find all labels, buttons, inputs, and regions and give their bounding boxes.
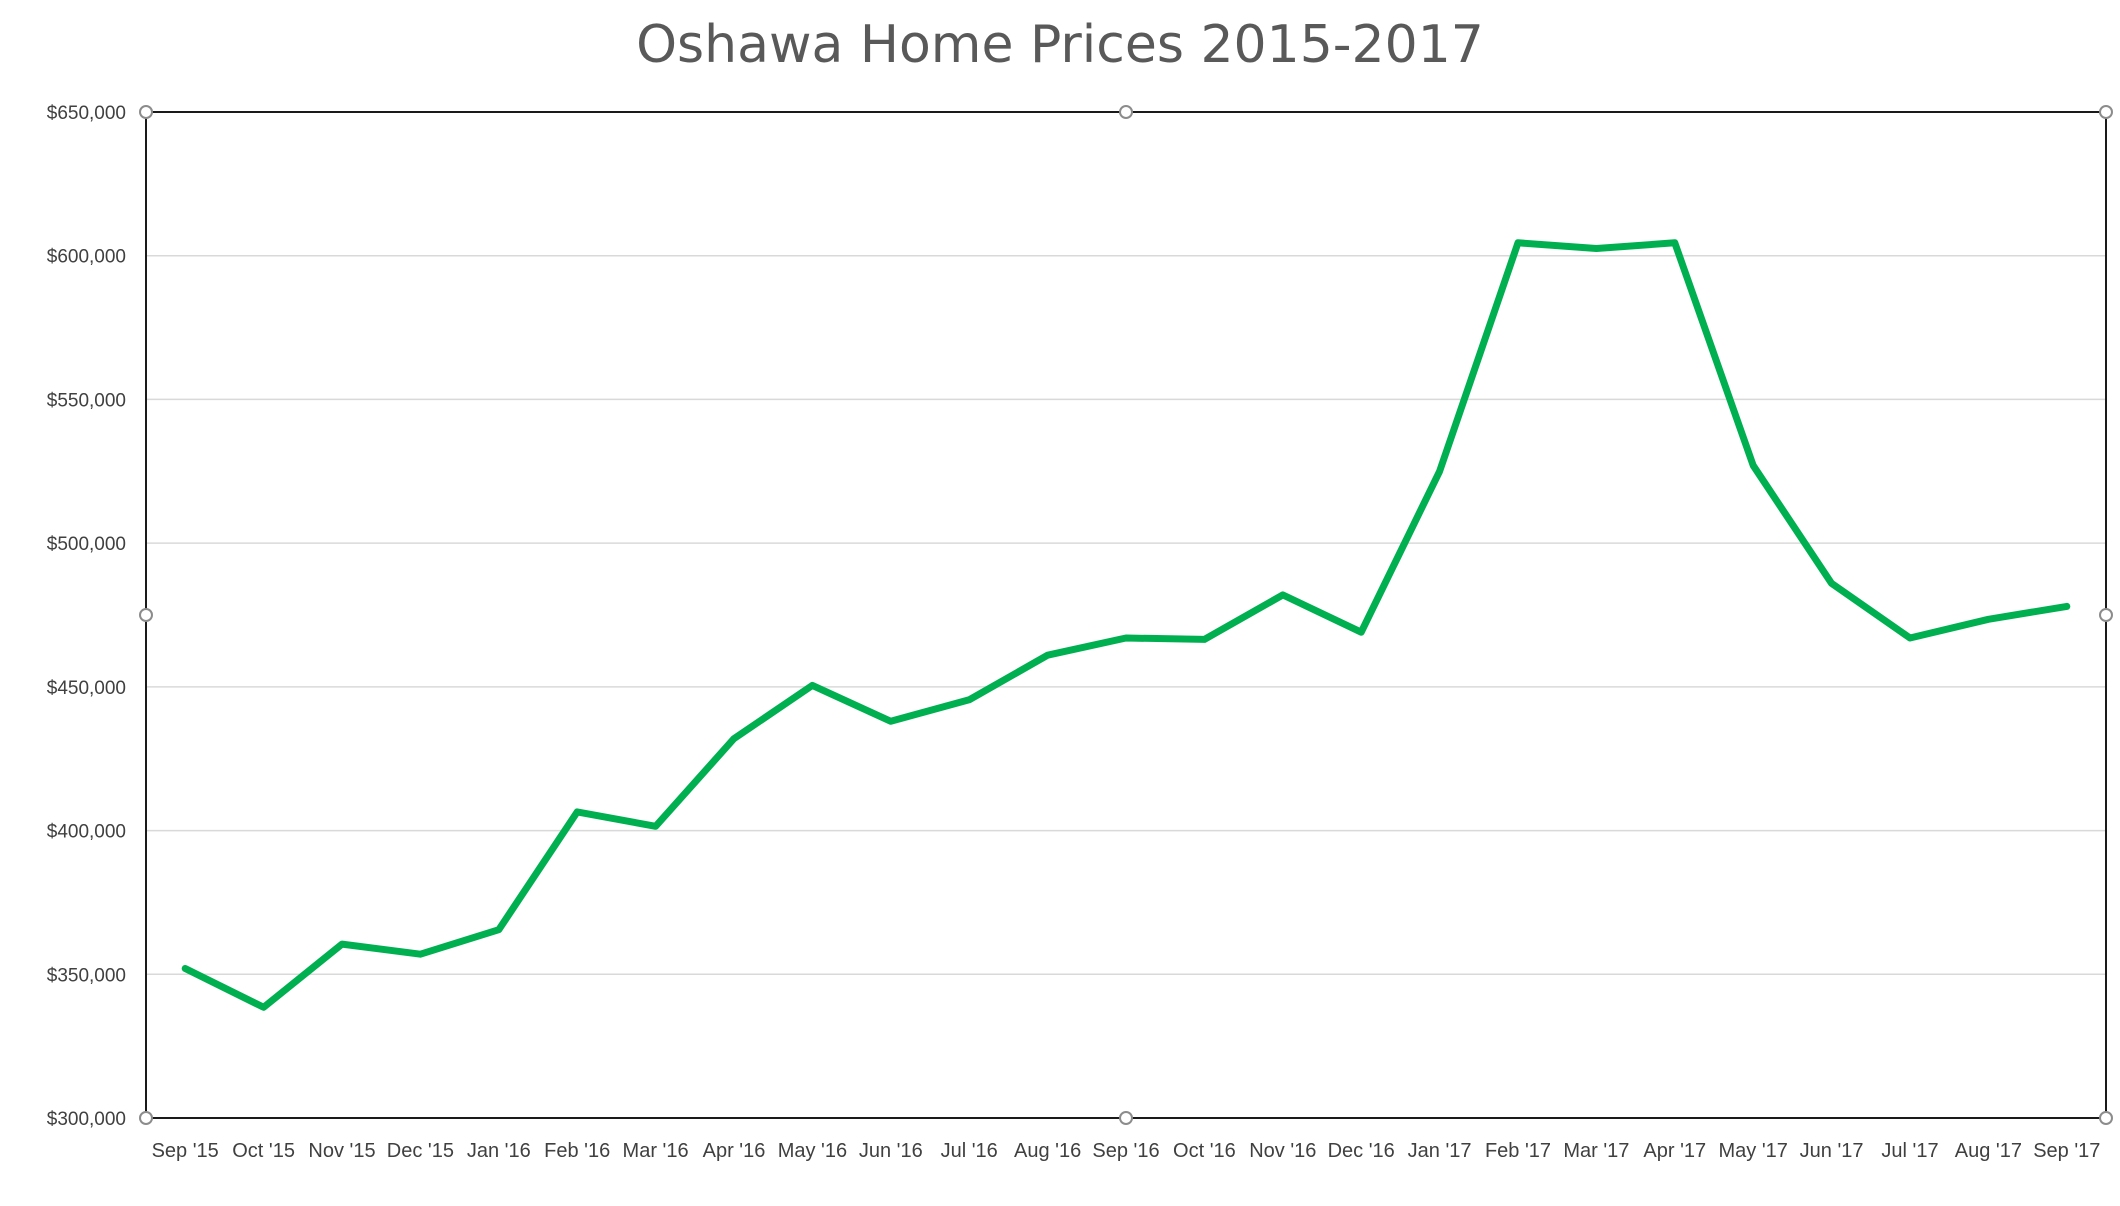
resize-handle[interactable] — [2099, 608, 2113, 622]
resize-handle[interactable] — [139, 1111, 153, 1125]
x-axis-tick-labels: Sep '15 Oct '15 Nov '15 Dec '15 Jan '16 Feb '… — [152, 1140, 2101, 1162]
x-tick-label: Oct '15 — [232, 1140, 295, 1162]
y-tick-label: $500,000 — [47, 534, 126, 555]
x-tick-label: Nov '16 — [1249, 1140, 1316, 1162]
x-tick-label: Oct '16 — [1173, 1140, 1236, 1162]
x-tick-label: Apr '17 — [1643, 1140, 1706, 1162]
x-tick-label: Apr '16 — [703, 1140, 766, 1162]
x-tick-label: Jan '16 — [467, 1140, 531, 1162]
x-tick-label: Sep '15 — [152, 1140, 219, 1162]
x-tick-label: Mar '16 — [623, 1140, 689, 1162]
resize-handle[interactable] — [139, 608, 153, 622]
y-tick-label: $300,000 — [47, 1109, 126, 1130]
x-tick-label: Jun '17 — [1800, 1140, 1864, 1162]
x-tick-label: Feb '17 — [1485, 1140, 1551, 1162]
x-tick-label: May '16 — [778, 1140, 847, 1162]
chart-title: Oshawa Home Prices 2015-2017 — [636, 15, 1484, 75]
resize-handle[interactable] — [1119, 1111, 1133, 1125]
x-tick-label: Nov '15 — [308, 1140, 375, 1162]
series-layer — [181, 239, 2071, 1011]
resize-handle[interactable] — [2099, 1111, 2113, 1125]
y-tick-label: $600,000 — [47, 247, 126, 268]
gridlines — [146, 111, 2106, 1119]
x-tick-label: Feb '16 — [544, 1140, 610, 1162]
x-tick-label: Jul '16 — [941, 1140, 998, 1162]
x-tick-label: Jun '16 — [859, 1140, 923, 1162]
y-axis-tick-labels: $300,000 $350,000 $400,000 $450,000 $500,000… — [47, 103, 126, 1130]
x-tick-label: Jul '17 — [1881, 1140, 1938, 1162]
plot-area-frame — [145, 111, 2107, 1119]
y-tick-label: $350,000 — [47, 965, 126, 986]
selection-handles — [139, 105, 2113, 1125]
x-tick-label: Aug '16 — [1014, 1140, 1081, 1162]
resize-handle[interactable] — [1119, 105, 1133, 119]
resize-handle[interactable] — [2099, 105, 2113, 119]
x-tick-label: Mar '17 — [1563, 1140, 1629, 1162]
resize-handle[interactable] — [139, 105, 153, 119]
x-tick-label: Sep '17 — [2033, 1140, 2100, 1162]
y-tick-label: $400,000 — [47, 822, 126, 843]
y-tick-label: $450,000 — [47, 678, 126, 699]
x-tick-label: May '17 — [1718, 1140, 1787, 1162]
x-tick-label: Aug '17 — [1955, 1140, 2022, 1162]
x-tick-label: Jan '17 — [1408, 1140, 1472, 1162]
x-tick-label: Dec '16 — [1328, 1140, 1395, 1162]
y-tick-label: $550,000 — [47, 390, 126, 411]
x-tick-label: Sep '16 — [1092, 1140, 1159, 1162]
y-tick-label: $650,000 — [47, 103, 126, 124]
x-tick-label: Dec '15 — [387, 1140, 454, 1162]
series-line-0 — [181, 239, 2071, 1011]
